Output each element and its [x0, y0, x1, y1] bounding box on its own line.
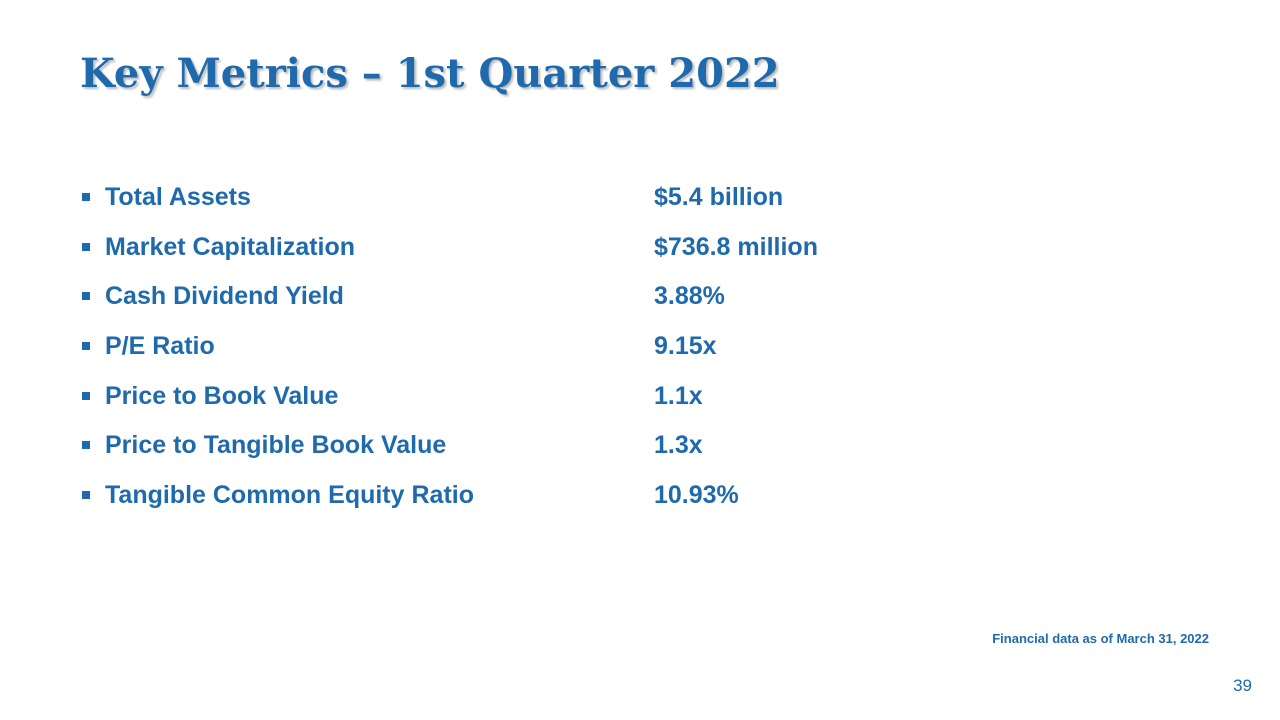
footnote: Financial data as of March 31, 2022: [992, 631, 1209, 646]
metric-row-market-capitalization: Market Capitalization $736.8 million: [80, 222, 980, 272]
metric-label: Total Assets: [105, 183, 251, 211]
metric-row-cash-dividend-yield: Cash Dividend Yield 3.88%: [80, 271, 980, 321]
metric-value: 1.1x: [654, 381, 703, 410]
bullet-icon: [82, 342, 90, 351]
metric-label: Price to Book Value: [105, 381, 339, 410]
bullet-icon: [82, 441, 90, 450]
metric-value: 1.3x: [654, 431, 703, 460]
metric-value: 9.15x: [654, 332, 717, 361]
slide-title: Key Metrics – 1st Quarter 2022: [80, 50, 780, 97]
metric-value: 3.88%: [654, 282, 725, 311]
metric-label: Market Capitalization: [105, 232, 356, 261]
metric-value: $5.4 billion: [654, 183, 784, 211]
metric-row-tangible-common-equity-ratio: Tangible Common Equity Ratio 10.93%: [80, 470, 980, 520]
metric-value: 10.93%: [654, 481, 739, 510]
page-number: 39: [1233, 676, 1252, 695]
metric-value: $736.8 million: [654, 232, 818, 261]
metric-label: Tangible Common Equity Ratio: [105, 481, 474, 510]
metric-row-total-assets: Total Assets $5.4 billion: [80, 172, 980, 222]
metric-row-price-to-book-value: Price to Book Value 1.1x: [80, 371, 980, 421]
metric-row-price-to-tangible-book-value: Price to Tangible Book Value 1.3x: [80, 420, 980, 470]
bullet-icon: [82, 391, 90, 400]
bullet-icon: [82, 292, 90, 301]
bullet-icon: [82, 491, 90, 500]
bullet-icon: [82, 242, 90, 251]
metric-label: Price to Tangible Book Value: [105, 431, 447, 460]
metric-row-pe-ratio: P/E Ratio 9.15x: [80, 321, 980, 371]
bullet-icon: [82, 193, 90, 201]
metrics-list: Total Assets $5.4 billion Market Capital…: [80, 172, 980, 520]
metric-label: Cash Dividend Yield: [105, 282, 344, 311]
metric-label: P/E Ratio: [105, 332, 215, 361]
